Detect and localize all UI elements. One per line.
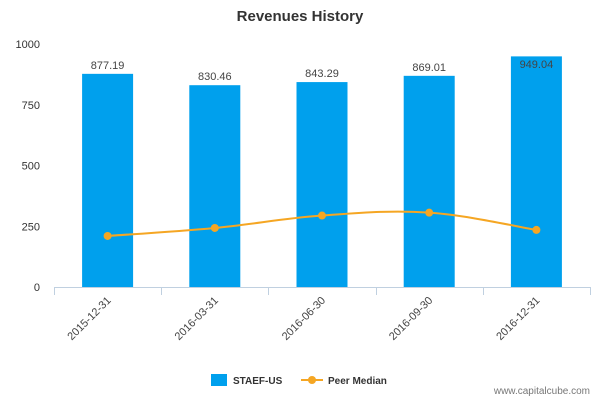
- bar-value-label: 877.19: [91, 60, 125, 72]
- bar-2016-09-30: [403, 75, 455, 287]
- bar-value-label: 869.01: [412, 62, 446, 74]
- bar-2016-06-30: [296, 82, 348, 287]
- x-axis: 2015-12-31 2016-03-31 2016-06-30 2016-09-30…: [54, 287, 591, 343]
- peer-median-point-2016-09-30: [425, 208, 434, 217]
- bar-value-label: 949.04: [520, 59, 554, 71]
- bar-value-label: 843.29: [305, 68, 339, 80]
- y-tick-label: 250: [22, 221, 40, 233]
- bar-2015-12-31: [82, 73, 134, 287]
- bar-2016-03-31: [189, 85, 241, 288]
- legend-label-staef: STAEF-US: [233, 376, 283, 387]
- x-tick-label: 2016-03-31: [173, 295, 221, 343]
- peer-median-point-2016-12-31: [532, 225, 541, 234]
- legend-label-peer-median: Peer Median: [328, 376, 387, 387]
- legend: STAEF-US Peer Median: [211, 374, 387, 387]
- y-tick-label: 750: [22, 100, 40, 112]
- y-tick-label: 1000: [16, 39, 40, 51]
- credit-text: www.capitalcube.com: [493, 386, 590, 397]
- bar-2016-12-31: [510, 56, 562, 287]
- x-tick-label: 2016-09-30: [387, 295, 435, 343]
- peer-median-point-2015-12-31: [103, 231, 112, 240]
- chart-title: Revenues History: [237, 8, 364, 25]
- bar-value-label: 830.46: [198, 71, 232, 83]
- legend-bar-swatch: [211, 374, 227, 386]
- x-tick-label: 2016-12-31: [494, 295, 542, 343]
- peer-median-series: [103, 208, 541, 240]
- x-tick-label: 2015-12-31: [65, 295, 113, 343]
- x-tick-label: 2016-06-30: [280, 295, 328, 343]
- y-axis: 0 250 500 750 1000: [16, 39, 40, 294]
- legend-point-swatch: [308, 376, 316, 384]
- y-tick-label: 0: [34, 282, 40, 294]
- bar-series: [82, 56, 562, 288]
- y-tick-label: 500: [22, 161, 40, 173]
- peer-median-point-2016-03-31: [210, 223, 219, 232]
- peer-median-point-2016-06-30: [318, 211, 326, 220]
- bar-value-labels: 877.19 830.46 843.29 869.01 949.04: [91, 59, 553, 83]
